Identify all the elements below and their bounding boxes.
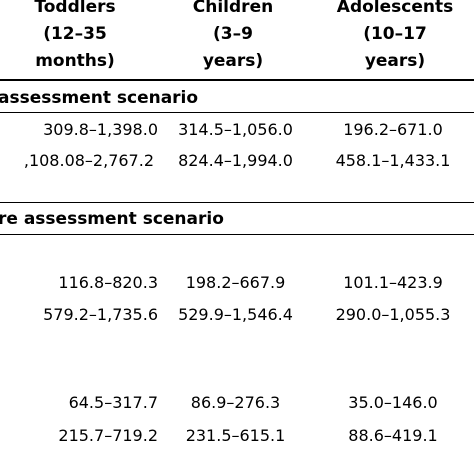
table-cell: 88.6–419.1 <box>348 426 438 445</box>
section-rule-1 <box>0 112 474 113</box>
table-cell: 231.5–615.1 <box>185 426 286 445</box>
column-header-children: Children (3–9 years) <box>192 0 274 71</box>
section-rule-2 <box>0 234 474 235</box>
header-rule <box>0 79 474 81</box>
table-cell: 529.9–1,546.4 <box>178 305 293 324</box>
table-cell: ,108.08–2,767.2 <box>23 151 154 170</box>
table-cell: 116.8–820.3 <box>58 273 158 292</box>
table-cell: 824.4–1,994.0 <box>178 151 293 170</box>
table-cell: 196.2–671.0 <box>343 120 443 139</box>
table-cell: 101.1–423.9 <box>343 273 443 292</box>
table-cell: 64.5–317.7 <box>68 393 158 412</box>
table-cell: 86.9–276.3 <box>190 393 281 412</box>
table-cell: 458.1–1,433.1 <box>335 151 451 170</box>
table-cell: 35.0–146.0 <box>348 393 438 412</box>
section-title-2: re assessment scenario <box>0 209 224 229</box>
column-header-adolescents: Adolescents (10–17 years) <box>336 0 454 71</box>
section-title-1: assessment scenario <box>0 88 199 108</box>
table-cell: 198.2–667.9 <box>185 273 286 292</box>
table-cell: 290.0–1,055.3 <box>335 305 451 324</box>
table-cell: 314.5–1,056.0 <box>178 120 293 139</box>
table-cell: 215.7–719.2 <box>58 426 158 445</box>
table-cell: 309.8–1,398.0 <box>43 120 158 139</box>
table-cell: 579.2–1,735.6 <box>43 305 158 324</box>
section-rule-2-top <box>0 202 474 203</box>
column-header-toddlers: Toddlers (12–35 months) <box>34 0 116 71</box>
